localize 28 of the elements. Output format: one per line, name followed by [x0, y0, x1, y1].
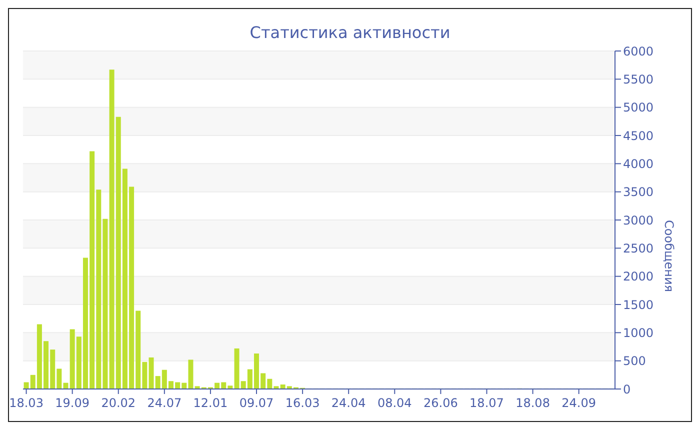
- y-tick-label: 4000: [623, 156, 654, 171]
- x-tick-label: 18.08: [516, 396, 550, 410]
- x-tick-label: 18.07: [470, 396, 504, 410]
- x-tick-label: 18.03: [9, 396, 44, 410]
- y-tick-label: 3000: [623, 213, 654, 228]
- x-tick-label: 12.01: [193, 396, 228, 410]
- y-tick-label: 6000: [623, 44, 654, 58]
- y-tick-label: 3500: [623, 185, 654, 200]
- y-tick-label: 1000: [623, 326, 654, 340]
- x-tick-label: 09.07: [239, 396, 274, 410]
- x-tick-label: 08.04: [377, 396, 412, 410]
- y-tick-label: 4500: [623, 128, 654, 143]
- y-tick-label: 500: [623, 354, 646, 368]
- y-tick-label: 2000: [623, 270, 654, 284]
- x-tick-label: 16.03: [285, 396, 320, 410]
- y-tick-label: 0: [623, 382, 631, 396]
- x-tick-label: 19.09: [55, 396, 90, 410]
- y-tick-label: 2500: [623, 241, 654, 256]
- chart-title: Статистика активности: [248, 23, 452, 42]
- y-tick-label: 5500: [623, 72, 654, 86]
- x-tick-label: 26.06: [424, 396, 458, 410]
- y-axis-title: Сообщения: [662, 220, 676, 292]
- x-tick-label: 24.09: [562, 396, 596, 410]
- y-tick-label: 5000: [623, 100, 654, 115]
- y-tick-label: 1500: [623, 298, 654, 312]
- x-tick-label: 20.02: [101, 396, 136, 410]
- x-tick-label: 24.04: [331, 396, 366, 410]
- x-tick-label: 24.07: [147, 396, 182, 410]
